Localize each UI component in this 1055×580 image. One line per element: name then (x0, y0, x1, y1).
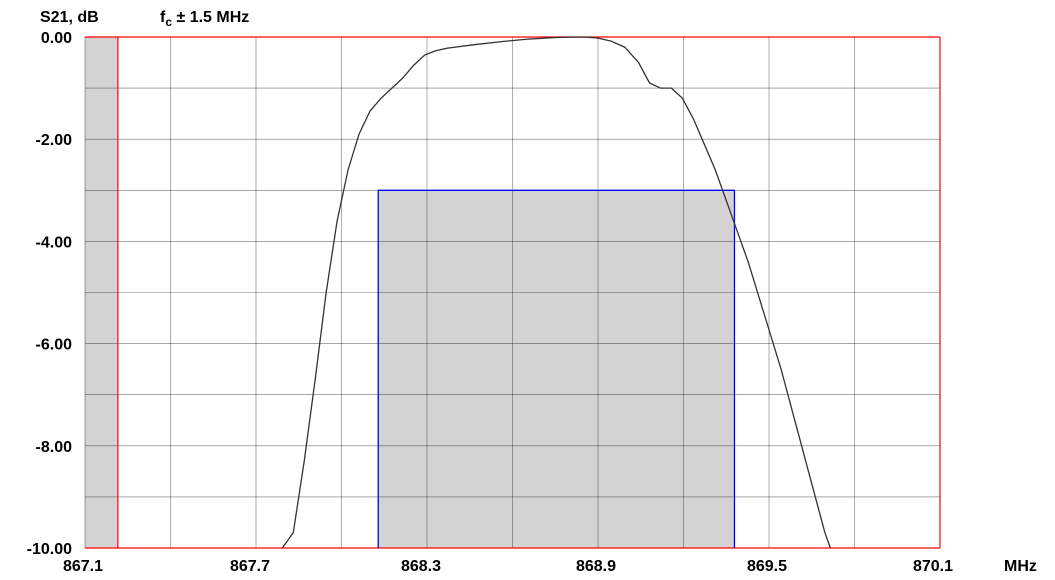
y-tick-label: -6.00 (36, 337, 73, 354)
grid-lines (84, 36, 941, 549)
y-tick-labels: 0.00 -2.00 -4.00 -6.00 -8.00 -10.00 (27, 30, 72, 558)
y-tick-label: 0.00 (41, 30, 72, 47)
mask-outline (377, 189, 736, 548)
y-tick-label: -2.00 (36, 132, 73, 149)
x-tick-label: 869.5 (747, 558, 787, 575)
x-tick-label: 870.1 (913, 558, 953, 575)
y-tick-label: -10.00 (27, 541, 72, 558)
shaded-regions (85, 37, 735, 549)
subtitle-suffix: ± 1.5 MHz (172, 9, 249, 26)
x-tick-label: 867.7 (230, 558, 270, 575)
shaded-region-2 (378, 190, 735, 549)
y-tick-label: -8.00 (36, 439, 73, 456)
x-tick-label: 868.3 (401, 558, 441, 575)
mask-border (377, 189, 736, 548)
plot-border (85, 36, 941, 549)
subtitle-prefix: f (160, 9, 166, 26)
x-tick-label: 868.9 (576, 558, 616, 575)
x-tick-labels: 867.1 867.7 868.3 868.9 869.5 870.1 (63, 558, 953, 575)
y-axis-label: S21, dB (40, 9, 99, 26)
y-tick-label: -4.00 (36, 234, 73, 251)
subtitle-subscript: c (165, 15, 172, 29)
x-tick-label: 867.1 (63, 558, 103, 575)
chart-subtitle: fc ± 1.5 MHz (160, 9, 249, 29)
s21-trace (281, 36, 831, 549)
x-axis-unit: MHz (1004, 558, 1037, 575)
